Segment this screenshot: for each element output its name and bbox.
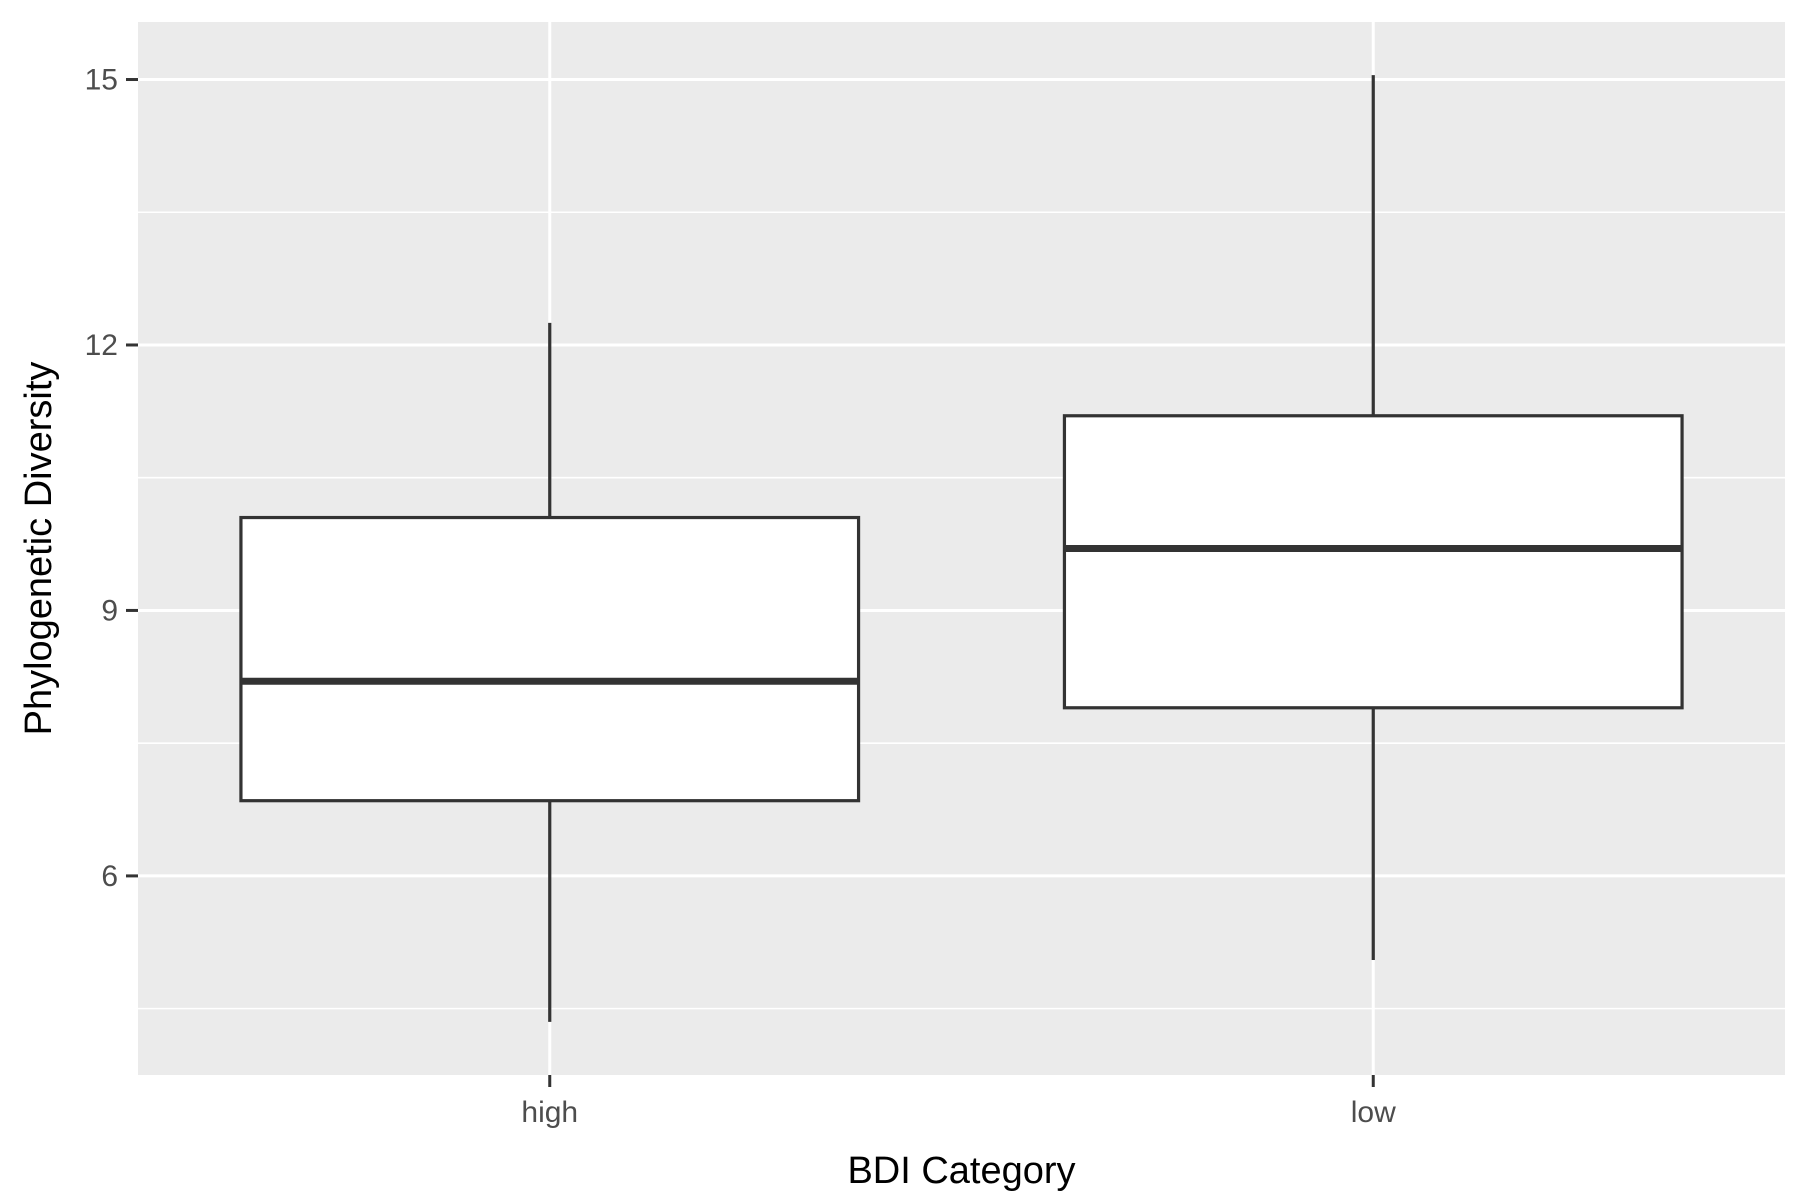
- axes-layer: 6 9 12 15 high low: [85, 64, 1396, 1129]
- boxes-layer: [239, 75, 1684, 1022]
- x-axis-title: BDI Category: [847, 1150, 1075, 1192]
- interquartile-box: [239, 515, 861, 803]
- interquartile-box: [1062, 414, 1684, 710]
- x-tick-label: high: [521, 1096, 578, 1129]
- y-tick-label: 6: [101, 860, 118, 893]
- x-tick-label: low: [1351, 1096, 1396, 1129]
- box-high: [239, 322, 861, 1022]
- y-axis-title: Phylogenetic Diversity: [18, 362, 60, 736]
- y-tick-label: 12: [85, 329, 118, 362]
- box-low: [1062, 75, 1684, 960]
- y-tick-label: 15: [85, 64, 118, 97]
- y-tick-label: 9: [101, 594, 118, 627]
